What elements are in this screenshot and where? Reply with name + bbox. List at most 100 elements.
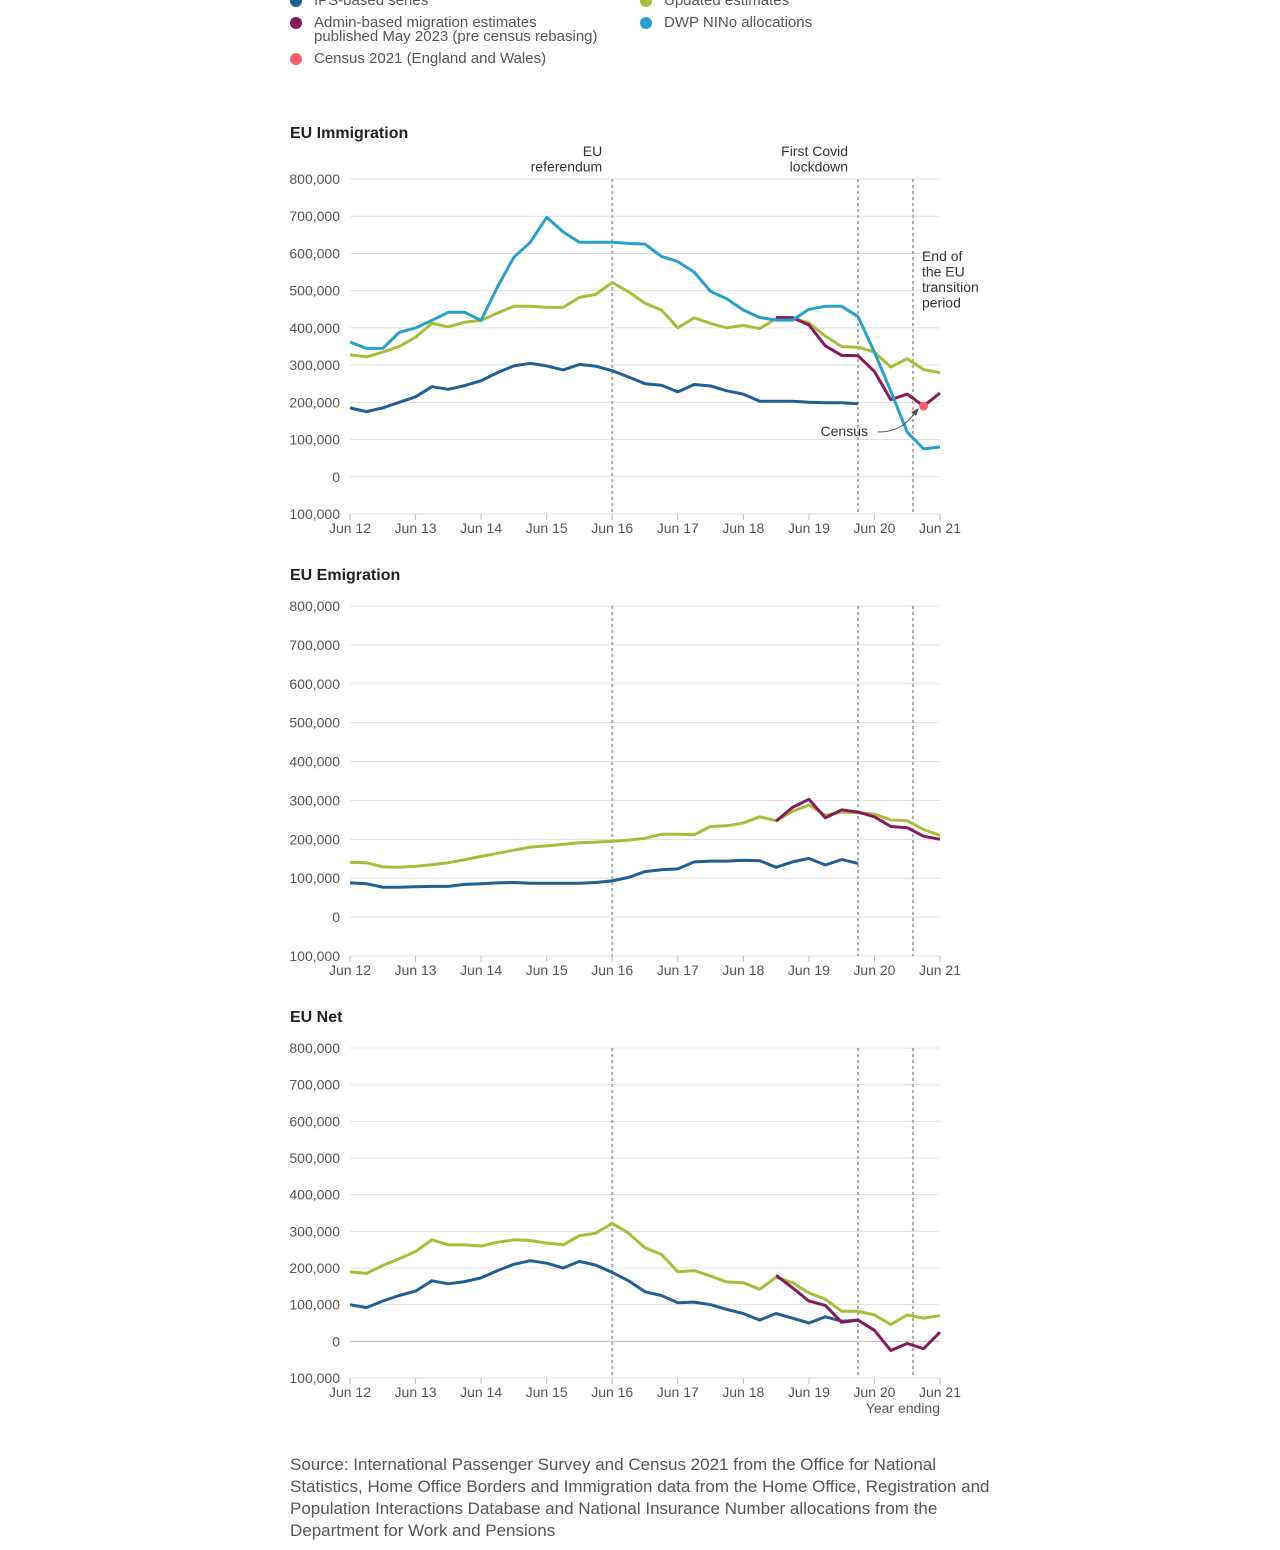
legend-item: Census 2021 (England and Wales): [290, 50, 640, 67]
y-tick-label: 0: [332, 909, 340, 925]
legend-item: DWP NINo allocations: [640, 14, 990, 44]
y-tick-label: 100,000: [289, 1370, 340, 1386]
y-tick-label: 800,000: [289, 1040, 340, 1056]
series-line: [349, 281, 941, 375]
y-tick-label: 600,000: [289, 245, 340, 261]
y-tick-label: 200,000: [289, 394, 340, 410]
y-tick-label: 300,000: [289, 792, 340, 808]
y-tick-label: 300,000: [289, 1223, 340, 1239]
y-tick-label: 0: [332, 469, 340, 485]
series-line: [349, 1221, 941, 1326]
y-tick-label: 800,000: [289, 171, 340, 187]
x-tick-label: Jun 12: [329, 962, 371, 978]
series-line: [349, 361, 859, 414]
y-tick-label: 500,000: [289, 715, 340, 731]
x-tick-label: Jun 15: [526, 962, 568, 978]
legend: IPS-based series Updated estimates Admin-b…: [290, 0, 990, 66]
y-tick-label: 600,000: [289, 676, 340, 692]
y-tick-label: 400,000: [289, 1187, 340, 1203]
annotation: the EU: [922, 264, 965, 280]
x-tick-label: Jun 20: [853, 520, 895, 536]
y-tick-label: 100,000: [289, 506, 340, 522]
x-tick-label: Jun 12: [329, 1384, 371, 1400]
x-tick-label: Jun 12: [329, 520, 371, 536]
legend-label: IPS-based series: [314, 0, 429, 9]
legend-label: Updated estimates: [664, 0, 790, 9]
x-tick-label: Jun 21: [919, 1384, 961, 1400]
x-axis-label: Year ending: [866, 1400, 940, 1416]
y-tick-label: 100,000: [289, 948, 340, 964]
x-tick-label: Jun 15: [526, 1384, 568, 1400]
series-line: [349, 803, 941, 869]
y-tick-label: 700,000: [289, 1077, 340, 1093]
x-tick-label: Jun 18: [722, 520, 764, 536]
annotation: End of: [922, 248, 963, 264]
y-tick-label: 200,000: [289, 831, 340, 847]
legend-label: Census 2021 (England and Wales): [314, 50, 547, 67]
x-tick-label: Jun 14: [460, 520, 502, 536]
legend-swatch: [640, 0, 652, 7]
y-tick-label: 100,000: [289, 870, 340, 886]
x-tick-label: Jun 17: [657, 520, 699, 536]
x-tick-label: Jun 19: [788, 962, 830, 978]
x-tick-label: Jun 13: [395, 1384, 437, 1400]
x-tick-label: Jun 18: [722, 962, 764, 978]
legend-swatch: [290, 17, 302, 29]
y-tick-label: 100,000: [289, 432, 340, 448]
legend-item: IPS-based series: [290, 0, 640, 8]
annotation: First Covid: [781, 143, 848, 159]
y-tick-label: 100,000: [289, 1297, 340, 1313]
legend-item: Admin-based migration estimates publishe…: [290, 14, 640, 45]
y-tick-label: 700,000: [289, 208, 340, 224]
x-tick-label: Jun 19: [788, 520, 830, 536]
legend-swatch: [640, 17, 652, 29]
series-line: [349, 856, 859, 889]
panel-title: EU Net: [290, 1009, 343, 1026]
annotation: period: [922, 295, 961, 311]
x-tick-label: Jun 17: [657, 962, 699, 978]
x-tick-label: Jun 19: [788, 1384, 830, 1400]
series-line: [349, 215, 941, 451]
x-tick-label: Jun 13: [395, 520, 437, 536]
series-line: [349, 1259, 859, 1325]
x-tick-label: Jun 18: [722, 1384, 764, 1400]
source: Source: International Passenger Survey a…: [290, 1455, 990, 1540]
legend-item: Updated estimates: [640, 0, 990, 8]
y-tick-label: 600,000: [289, 1113, 340, 1129]
y-tick-label: 500,000: [289, 283, 340, 299]
y-tick-label: 500,000: [289, 1150, 340, 1166]
x-tick-label: Jun 16: [591, 1384, 633, 1400]
x-tick-label: Jun 14: [460, 962, 502, 978]
legend-swatch: [290, 53, 302, 65]
x-tick-label: Jun 16: [591, 962, 633, 978]
annotation: EU: [583, 143, 602, 159]
y-tick-label: 0: [332, 1333, 340, 1349]
x-tick-label: Jun 16: [591, 520, 633, 536]
y-tick-label: 400,000: [289, 320, 340, 336]
panel-title: EU Immigration: [290, 125, 408, 142]
x-tick-label: Jun 15: [526, 520, 568, 536]
x-tick-label: Jun 20: [853, 1384, 895, 1400]
x-tick-label: Jun 20: [853, 962, 895, 978]
y-tick-label: 300,000: [289, 357, 340, 373]
x-tick-label: Jun 21: [919, 962, 961, 978]
y-tick-label: 800,000: [289, 598, 340, 614]
y-tick-label: 200,000: [289, 1260, 340, 1276]
panel-title: EU Emigration: [290, 567, 400, 584]
annotation: lockdown: [790, 159, 848, 175]
legend-label: Admin-based migration estimates publishe…: [314, 14, 598, 45]
series-line: [776, 316, 941, 408]
legend-swatch: [290, 0, 302, 7]
y-tick-label: 400,000: [289, 754, 340, 770]
y-tick-label: 700,000: [289, 637, 340, 653]
x-tick-label: Jun 21: [919, 520, 961, 536]
series-line: [775, 1274, 942, 1352]
annotation: Census: [821, 423, 868, 439]
legend-label: DWP NINo allocations: [664, 14, 813, 31]
annotation-arrow: [877, 410, 918, 433]
annotation: transition: [922, 279, 979, 295]
annotation: referendum: [531, 159, 603, 175]
series-line: [775, 797, 941, 841]
